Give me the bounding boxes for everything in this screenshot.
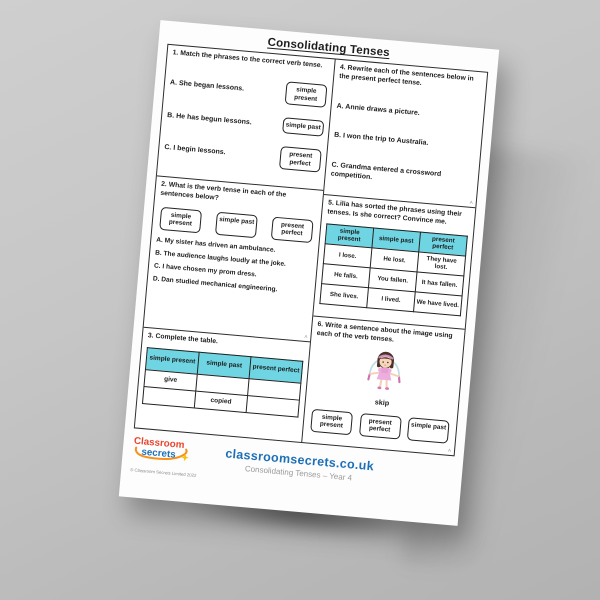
sentence-list: A. My sister has driven an ambulance. B.…: [153, 237, 313, 297]
corner-mark: A: [304, 333, 308, 340]
tense-tag: present perfect: [270, 216, 314, 244]
table-cell: We have lived.: [413, 291, 463, 316]
tense-tag: present perfect: [358, 412, 402, 440]
logo-word-top: Classroom: [133, 436, 185, 451]
match-row: B. He has begun lessons. simple past: [166, 107, 325, 137]
question-4-box: 4. Rewrite each of the sentences below i…: [323, 59, 488, 209]
tense-tag: simple past: [406, 416, 450, 444]
classroom-secrets-logo-icon: Classroom secrets: [133, 436, 189, 462]
tense-tag: simple present: [310, 408, 354, 436]
logo-word-bottom: secrets: [141, 447, 177, 461]
question-6-box: 6. Write a sentence about the image usin…: [302, 317, 464, 456]
worksheet-page: Consolidating Tenses 1. Match the phrase…: [118, 20, 500, 526]
question-5-box: 5. Lilia has sorted the phrases using th…: [313, 195, 476, 330]
sentence: B. I won the trip to Australia.: [333, 131, 429, 147]
left-column: 1. Match the phrases to the correct verb…: [135, 44, 335, 442]
logo-star-icon: [181, 453, 189, 462]
table-cell: copied: [194, 390, 248, 413]
tense-option-row: simple present present perfect simple pa…: [310, 408, 450, 444]
match-sentence: B. He has begun lessons.: [166, 111, 253, 126]
q5-tense-table: simple present simple past present perfe…: [319, 223, 468, 316]
match-sentence: A. She began lessons.: [169, 79, 245, 93]
sentence-list: A. Annie draws a picture. B. I won the t…: [330, 101, 478, 191]
tense-option-row: simple present simple past present perfe…: [159, 206, 314, 244]
tense-tag: simple past: [282, 117, 325, 137]
match-sentence: C. I begin lessons.: [164, 144, 226, 157]
q3-tense-table: simple present simple past present perfe…: [142, 347, 303, 417]
sentence: C. Grandma entered a crossword competiti…: [330, 161, 442, 182]
question-3-box: 3. Complete the table. simple present si…: [135, 328, 310, 442]
question-4-prompt: 4. Rewrite each of the sentences below i…: [338, 63, 474, 87]
corner-mark: A: [447, 447, 452, 454]
tense-tag: simple present: [159, 206, 203, 234]
tense-tag: simple present: [284, 81, 328, 109]
question-1-prompt: 1. Match the phrases to the correct verb…: [172, 49, 323, 70]
match-row: C. I begin lessons. present perfect: [163, 136, 322, 173]
tense-tag: present perfect: [278, 145, 322, 173]
footer-spacer: [396, 456, 454, 461]
page-footer: Classroom secrets © Classroom Secrets Li…: [130, 433, 454, 500]
sentence: A. Annie draws a picture.: [336, 102, 421, 117]
corner-mark: A: [469, 199, 473, 206]
table-cell: She lives.: [319, 283, 369, 308]
table-cell: I lived.: [366, 287, 416, 312]
right-column: 4. Rewrite each of the sentences below i…: [301, 59, 488, 456]
table-cell-blank: [142, 386, 196, 408]
question-1-box: 1. Match the phrases to the correct verb…: [156, 44, 335, 191]
image-wrap: [312, 341, 458, 404]
girl-figure-icon: [369, 351, 400, 390]
copyright-text: © Classroom Secrets Limited 2022: [129, 467, 197, 478]
worksheet-grid: 1. Match the phrases to the correct verb…: [133, 43, 489, 457]
classroom-secrets-logo: Classroom secrets © Classroom Secrets Li…: [130, 433, 205, 478]
question-2-box: 2. What is the verb tense in each of the…: [143, 176, 324, 343]
match-row: A. She began lessons. simple present: [169, 71, 328, 109]
table-cell-blank: [246, 395, 300, 417]
skipping-girl-illustration: [367, 351, 401, 390]
tense-tag: simple past: [214, 211, 258, 239]
